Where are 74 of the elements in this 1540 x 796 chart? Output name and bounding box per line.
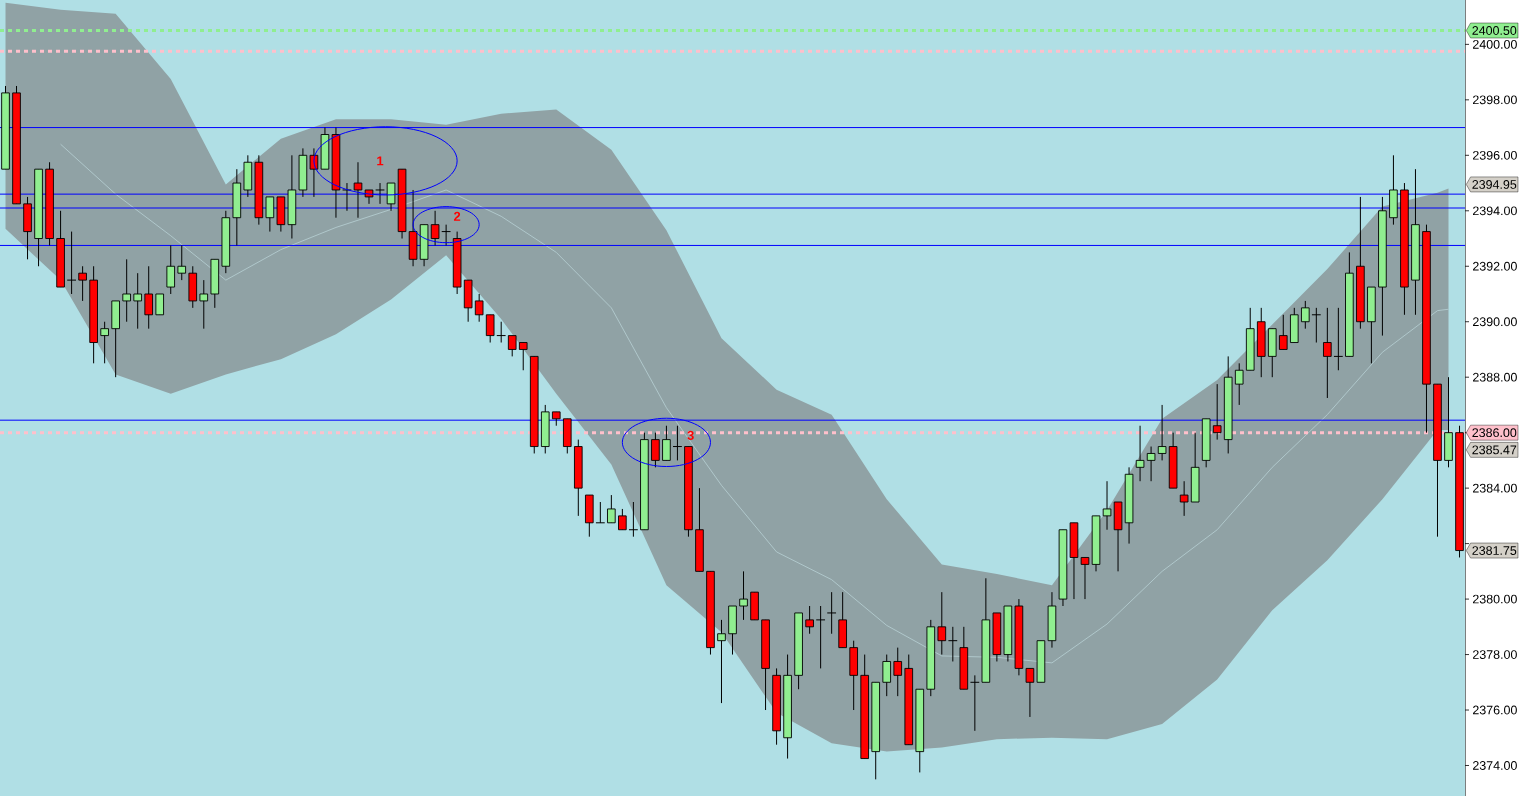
y-tick-label: 2398.00 (1473, 95, 1517, 105)
candlestick (1333, 307, 1344, 371)
candlestick (122, 258, 131, 323)
y-tick-label: 2394.00 (1473, 206, 1517, 216)
text: 2394.95 (1472, 180, 1517, 189)
y-tick-label: 2392.00 (1473, 261, 1517, 271)
candlestick (100, 321, 109, 364)
ref-line-label: 2400.50 (1472, 26, 1517, 35)
candlestick (628, 501, 639, 538)
candlestick (78, 265, 87, 302)
candlestick (1025, 667, 1035, 718)
candlestick (144, 265, 154, 330)
candlestick (947, 626, 958, 662)
candlestick (1323, 307, 1332, 399)
candlestick (342, 182, 352, 212)
candlestick (1311, 307, 1322, 344)
candlestick (1146, 446, 1156, 482)
candlestick (1234, 362, 1244, 406)
candlestick (265, 196, 275, 233)
candlestick (651, 432, 660, 468)
candlestick (1301, 300, 1310, 330)
candlestick (199, 279, 209, 330)
candlestick (518, 342, 528, 371)
candlestick (893, 647, 903, 697)
candlestick (595, 501, 606, 524)
candlestick (805, 605, 814, 635)
candlestick (375, 182, 385, 205)
candlestick (441, 224, 452, 246)
annotation: 2 (453, 211, 461, 221)
candlestick (507, 335, 517, 357)
candlestick (485, 314, 495, 344)
candlestick (1102, 480, 1112, 531)
candlestick (430, 210, 440, 246)
candlestick (1212, 383, 1222, 441)
candlestick (1157, 404, 1167, 461)
annotation: 3 (687, 430, 694, 441)
y-tick-label: 2388.00 (1473, 372, 1517, 382)
text: 2381.75 (1472, 546, 1517, 555)
candlestick (672, 425, 683, 461)
y-tick-label: 2378.00 (1473, 650, 1517, 659)
candlestick (1278, 314, 1288, 350)
y-tick-label: 2400.00 (1473, 39, 1517, 49)
candlestick (1179, 480, 1189, 517)
candlestick (618, 508, 627, 531)
ref-line-label: 2386.00 (1472, 428, 1517, 438)
candlestick (177, 244, 187, 281)
candlestick (66, 231, 77, 295)
candlestick (1080, 556, 1090, 600)
y-tick-label: 2396.00 (1473, 150, 1517, 160)
candlestick (155, 293, 165, 316)
candlestick (937, 591, 947, 656)
candlestick (717, 619, 726, 704)
text: 2385.47 (1472, 445, 1517, 455)
candlestick (882, 654, 892, 697)
candlestick (133, 272, 142, 330)
candlestick (474, 293, 484, 323)
candlestick (815, 605, 826, 669)
candlestick (353, 161, 363, 219)
candlestick (166, 244, 176, 295)
candlestick (969, 674, 980, 732)
y-tick-label: 2384.00 (1473, 483, 1517, 493)
candlestick (662, 425, 671, 461)
candlestick (826, 591, 837, 635)
annotation: 1 (377, 156, 384, 166)
y-tick-label: 2380.00 (1473, 594, 1517, 604)
candlestick (1135, 425, 1145, 482)
line-series (60, 143, 1449, 664)
y-tick-label: 2376.00 (1473, 705, 1517, 715)
candlestick (496, 321, 507, 344)
candlestick (386, 182, 396, 212)
candlestick (739, 570, 748, 621)
candlestick (607, 494, 616, 524)
y-tick-label: 2374.00 (1473, 761, 1517, 770)
y-tick-label: 2390.00 (1473, 317, 1517, 327)
